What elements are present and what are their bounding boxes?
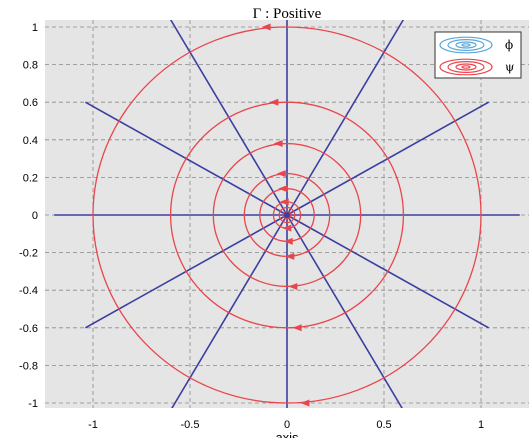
x-axis-label: axis	[275, 430, 299, 438]
y-tick-label: -0.8	[19, 360, 38, 372]
legend-entry-psi: ψ	[439, 58, 514, 76]
arrow-top-4	[276, 170, 286, 178]
arrow-bottom-5	[288, 282, 298, 290]
y-tick-label: -1	[28, 398, 38, 410]
y-ticks: 1 0.8 0.6 0.4 0.2 0 -0.2 -0.4 -0.6 -0.8 -1	[19, 22, 38, 410]
legend-swatch-ring	[439, 36, 493, 54]
arrow-top-5	[273, 140, 283, 148]
x-tick-label: 1	[478, 419, 484, 431]
legend-swatch-ring	[455, 63, 477, 71]
arrow-top-7	[261, 23, 271, 31]
streamline-circle-0	[282, 210, 292, 220]
legend-entry-phi: ϕ	[439, 36, 513, 54]
legend-swatch-ring	[447, 38, 485, 51]
legend-label-psi: ψ	[505, 60, 514, 74]
y-tick-label: 1	[32, 22, 38, 34]
y-tick-label: 0.6	[23, 97, 38, 109]
arrow-top-2	[279, 198, 289, 206]
legend-swatch-ring	[461, 43, 471, 47]
y-tick-label: 0.4	[23, 135, 38, 147]
legend-box	[434, 31, 522, 79]
streamline-circle-7	[92, 26, 482, 404]
arrow-top-3	[278, 185, 288, 193]
x-tick-label: 0	[284, 419, 290, 431]
legend-swatch-ring	[461, 65, 471, 69]
arrow-bottom-3	[283, 237, 293, 245]
chart-title: Γ : Positive	[253, 6, 322, 22]
x-ticks: -1 -0.5 0 0.5 1	[88, 419, 484, 431]
streamline-circle-1	[278, 206, 296, 224]
arrow-top-6	[269, 98, 279, 106]
arrow-bottom-2	[282, 224, 292, 232]
streamline-circle-6	[169, 101, 405, 329]
y-tick-label: -0.6	[19, 323, 38, 335]
phi-swatch-icon	[439, 36, 493, 54]
arrow-bottom-4	[285, 252, 295, 260]
x-tick-label: -0.5	[181, 419, 200, 431]
arrow-bottom-7	[300, 399, 310, 407]
legend-label-phi: ϕ	[505, 38, 513, 52]
streamline-circle-5	[212, 142, 362, 288]
arrow-bottom-6	[292, 324, 302, 332]
x-tick-label: 0.5	[376, 419, 391, 431]
legend-swatch-ring	[455, 41, 477, 49]
legend-swatch-ring	[447, 60, 485, 73]
y-tick-label: 0	[32, 210, 38, 222]
y-tick-label: 0.2	[23, 172, 38, 184]
y-tick-label: -0.2	[19, 248, 38, 260]
direction-arrows	[261, 23, 310, 407]
legend: ϕ ψ	[434, 31, 522, 79]
legend-swatch-ring	[439, 58, 493, 76]
x-tick-label: -1	[88, 419, 98, 431]
psi-swatch-icon	[439, 58, 493, 76]
y-tick-label: -0.4	[19, 285, 38, 297]
y-tick-label: 0.8	[23, 60, 38, 72]
